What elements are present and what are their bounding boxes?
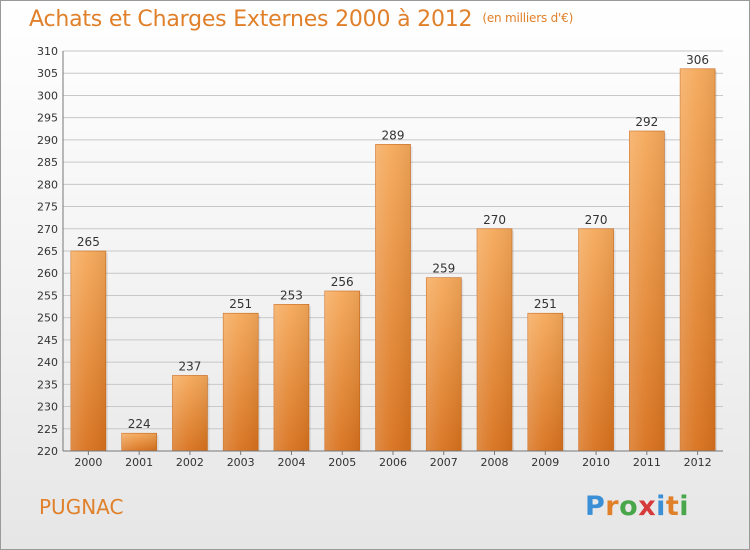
bar-highlight xyxy=(273,304,309,451)
y-tick-label: 285 xyxy=(37,156,58,169)
y-tick-label: 305 xyxy=(37,67,58,80)
x-tick-label: 2008 xyxy=(481,456,509,469)
bar-value-label: 270 xyxy=(483,213,506,227)
bar-highlight xyxy=(680,68,716,452)
y-tick-label: 250 xyxy=(37,312,58,325)
bar-value-label: 253 xyxy=(280,288,303,302)
bars: 265 224 237 251 253 256 289 259 270 251 270 292 306 xyxy=(70,53,718,452)
y-tick-label: 310 xyxy=(37,45,58,58)
logo-letter: o xyxy=(619,491,639,522)
logo-letter: r xyxy=(605,491,620,522)
y-tick-label: 265 xyxy=(37,245,58,258)
bar-value-label: 251 xyxy=(534,297,557,311)
y-tick-label: 295 xyxy=(37,112,58,125)
y-tick-label: 280 xyxy=(37,178,58,191)
bar-highlight xyxy=(477,228,513,451)
x-tick-label: 2001 xyxy=(125,456,153,469)
chart-title: Achats et Charges Externes 2000 à 2012 (e… xyxy=(29,7,573,32)
commune-name: PUGNAC xyxy=(39,495,124,519)
bar-highlight xyxy=(121,433,157,451)
x-tick-label: 2004 xyxy=(277,456,305,469)
bar-highlight xyxy=(324,291,360,451)
bar-value-label: 251 xyxy=(229,297,252,311)
y-axis: 220 225 230 235 240 245 250 255 260 265 270 275 280 2… xyxy=(37,45,64,458)
y-tick-label: 225 xyxy=(37,423,58,436)
bar-highlight xyxy=(527,313,563,451)
proxiti-logo: Proxiti xyxy=(585,491,689,522)
y-tick-label: 290 xyxy=(37,134,58,147)
y-tick-label: 235 xyxy=(37,378,58,391)
y-tick-label: 270 xyxy=(37,223,58,236)
y-tick-label: 245 xyxy=(37,334,58,347)
bar-highlight xyxy=(426,277,462,451)
bar-value-label: 270 xyxy=(585,213,608,227)
logo-letter: P xyxy=(585,491,606,522)
x-tick-label: 2012 xyxy=(684,456,712,469)
logo-letter: x xyxy=(638,491,657,522)
x-tick-label: 2011 xyxy=(633,456,661,469)
x-tick-label: 2003 xyxy=(227,456,255,469)
logo-letter: i xyxy=(656,491,666,522)
bar-highlight xyxy=(223,313,259,451)
x-tick-label: 2007 xyxy=(430,456,458,469)
bar-value-label: 256 xyxy=(331,275,354,289)
logo-letter: t xyxy=(665,491,680,522)
x-tick-label: 2002 xyxy=(176,456,204,469)
y-tick-label: 240 xyxy=(37,356,58,369)
bar-value-label: 289 xyxy=(382,128,405,142)
bar-value-label: 306 xyxy=(686,53,709,67)
x-tick-label: 2009 xyxy=(531,456,559,469)
y-tick-label: 300 xyxy=(37,89,58,102)
y-tick-label: 260 xyxy=(37,267,58,280)
bar-value-label: 237 xyxy=(178,359,201,373)
chart-title-text: Achats et Charges Externes 2000 à 2012 xyxy=(29,7,473,32)
bar-value-label: 224 xyxy=(128,417,151,431)
x-tick-label: 2010 xyxy=(582,456,610,469)
bar-highlight xyxy=(70,251,106,451)
x-tick-label: 2006 xyxy=(379,456,407,469)
x-tick-label: 2005 xyxy=(328,456,356,469)
bar-highlight xyxy=(578,228,614,451)
bar-value-label: 292 xyxy=(635,115,658,129)
y-tick-label: 230 xyxy=(37,401,58,414)
chart-subtitle: (en milliers d'€) xyxy=(482,11,574,25)
logo-letter: i xyxy=(679,491,690,522)
y-tick-label: 255 xyxy=(37,289,58,302)
bar-highlight xyxy=(629,131,665,451)
y-tick-label: 275 xyxy=(37,201,58,214)
y-tick-label: 220 xyxy=(37,445,58,458)
bar-highlight xyxy=(172,375,208,451)
x-axis: 2000 2001 2002 2003 2004 2005 2006 2007 2008 2009… xyxy=(63,450,723,469)
bar-highlight xyxy=(375,144,411,452)
x-tick-label: 2000 xyxy=(74,456,102,469)
bar-value-label: 259 xyxy=(432,262,455,276)
bar-value-label: 265 xyxy=(77,235,100,249)
